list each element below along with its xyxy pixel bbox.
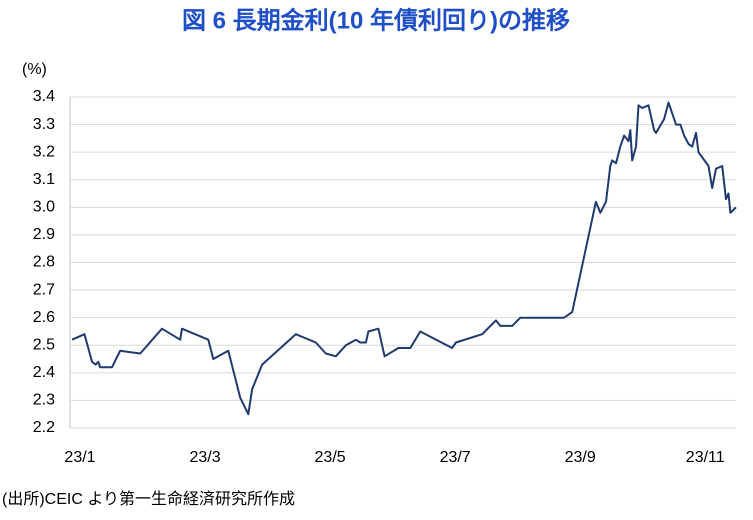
y-tick-label: 2.4 <box>33 364 55 381</box>
y-tick-label: 3.2 <box>33 143 55 160</box>
x-tick-label: 23/11 <box>686 449 725 466</box>
y-tick-label: 3.1 <box>33 171 55 188</box>
source-note: (出所)CEIC より第一生命経済研究所作成 <box>2 490 295 508</box>
y-tick-label: 3.0 <box>33 199 55 216</box>
y-tick-label: 2.5 <box>33 336 55 353</box>
x-tick-label: 23/3 <box>189 449 220 466</box>
x-tick-label: 23/7 <box>440 449 471 466</box>
x-tick-label: 23/9 <box>565 449 596 466</box>
y-tick-label: 2.3 <box>33 392 55 409</box>
y-tick-label: 3.4 <box>33 88 55 105</box>
chart-title: 図 6 長期金利(10 年債利回り)の推移 <box>182 6 570 34</box>
y-tick-label: 3.3 <box>33 116 55 133</box>
y-tick-label: 2.2 <box>33 419 55 436</box>
y-tick-label: 2.7 <box>33 281 55 298</box>
x-tick-label: 23/5 <box>315 449 346 466</box>
line-series <box>71 101 737 416</box>
y-tick-label: 2.8 <box>33 254 55 271</box>
y-tick-label: 2.6 <box>33 309 55 326</box>
y-axis-label: (%) <box>22 61 47 78</box>
x-tick-label: 23/1 <box>64 449 95 466</box>
y-tick-label: 2.9 <box>33 226 55 243</box>
